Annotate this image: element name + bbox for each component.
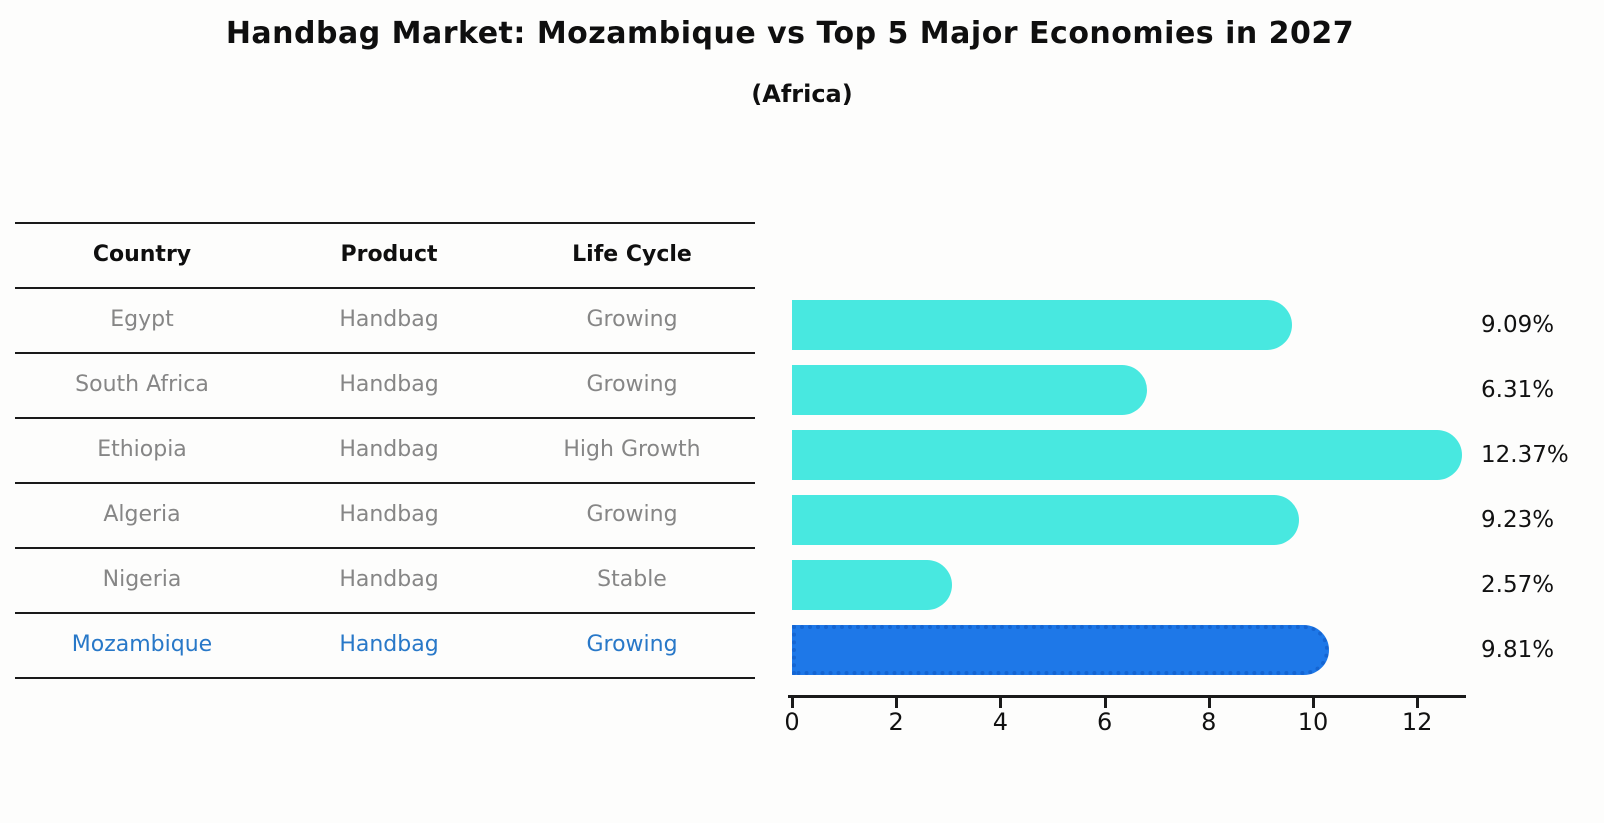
- table-row-south-africa-country: South Africa: [75, 372, 209, 397]
- table-row-nigeria-product: Handbag: [339, 567, 439, 592]
- table-row-ethiopia-country: Ethiopia: [97, 437, 187, 462]
- table-row-algeria-life-cycle: Growing: [586, 502, 678, 527]
- x-tick-label: 12: [1401, 708, 1433, 736]
- table-rule: [15, 417, 755, 419]
- bar-nigeria: [792, 560, 952, 610]
- table-row-mozambique-life-cycle: Growing: [586, 632, 678, 657]
- x-tick-mark: [999, 698, 1003, 708]
- value-label-algeria: 9.23%: [1481, 507, 1555, 533]
- table-row-mozambique: Mozambique Handbag Growing: [15, 612, 755, 677]
- table-row-egypt-product: Handbag: [339, 307, 439, 332]
- table-row-egypt: Egypt Handbag Growing: [15, 287, 755, 352]
- chart-title: Handbag Market: Mozambique vs Top 5 Majo…: [225, 16, 1355, 51]
- table-row-mozambique-country: Mozambique: [71, 632, 213, 657]
- x-tick-label: 0: [784, 708, 800, 736]
- bar-south-africa: [792, 365, 1147, 415]
- value-label-south-africa: 6.31%: [1481, 377, 1555, 403]
- table-row-algeria-product: Handbag: [339, 502, 439, 527]
- table-rule: [15, 482, 755, 484]
- value-label-mozambique: 9.81%: [1481, 637, 1555, 663]
- table-row-algeria: Algeria Handbag Growing: [15, 482, 755, 547]
- table-row-algeria-country: Algeria: [103, 502, 181, 527]
- table-rule: [15, 612, 755, 614]
- table-row-ethiopia: Ethiopia Handbag High Growth: [15, 417, 755, 482]
- value-label-ethiopia: 12.37%: [1481, 442, 1569, 468]
- table-row-nigeria: Nigeria Handbag Stable: [15, 547, 755, 612]
- table-row-south-africa-product: Handbag: [339, 372, 439, 397]
- table-row-mozambique-product: Handbag: [339, 632, 439, 657]
- x-tick-mark: [1416, 698, 1420, 708]
- x-tick-label: 6: [1096, 708, 1113, 736]
- x-tick-label: 8: [1201, 708, 1217, 736]
- bar-mozambique: [792, 625, 1329, 675]
- x-tick-mark: [1207, 698, 1211, 708]
- x-tick-mark: [1312, 698, 1315, 708]
- x-tick-mark: [1103, 698, 1107, 708]
- x-tick-label: 10: [1297, 708, 1329, 736]
- table-rule: [15, 222, 755, 224]
- table-row-nigeria-life-cycle: Stable: [597, 567, 667, 592]
- x-axis-line: [788, 695, 1466, 698]
- table-row-egypt-country: Egypt: [110, 307, 174, 332]
- chart-subtitle: (Africa): [751, 80, 853, 108]
- value-label-egypt: 9.09%: [1481, 312, 1555, 338]
- table-row-egypt-life-cycle: Growing: [586, 307, 678, 332]
- value-label-nigeria: 2.57%: [1481, 572, 1555, 598]
- table-rule: [15, 677, 755, 679]
- x-tick-mark: [895, 698, 899, 708]
- table-header-life-cycle: Life Cycle: [572, 242, 692, 267]
- x-tick-mark: [791, 698, 794, 708]
- bar-ethiopia: [792, 430, 1462, 480]
- x-tick-label: 4: [992, 708, 1009, 736]
- table-header: Country Product Life Cycle: [15, 222, 755, 287]
- table-row-nigeria-country: Nigeria: [102, 567, 182, 592]
- table-header-product: Product: [340, 242, 438, 267]
- table-rule: [15, 547, 755, 549]
- table-row-south-africa-life-cycle: Growing: [586, 372, 678, 397]
- table-row-ethiopia-product: Handbag: [339, 437, 439, 462]
- country-table: Country Product Life Cycle Egypt Handbag Grow…: [15, 222, 755, 679]
- table-header-country: Country: [92, 242, 192, 267]
- bar-egypt: [792, 300, 1292, 350]
- table-row-ethiopia-life-cycle: High Growth: [563, 437, 701, 462]
- table-rule: [15, 352, 755, 354]
- table-rule: [15, 287, 755, 289]
- table-row-south-africa: South Africa Handbag Growing: [15, 352, 755, 417]
- x-tick-label: 2: [888, 708, 904, 736]
- bar-algeria: [792, 495, 1299, 545]
